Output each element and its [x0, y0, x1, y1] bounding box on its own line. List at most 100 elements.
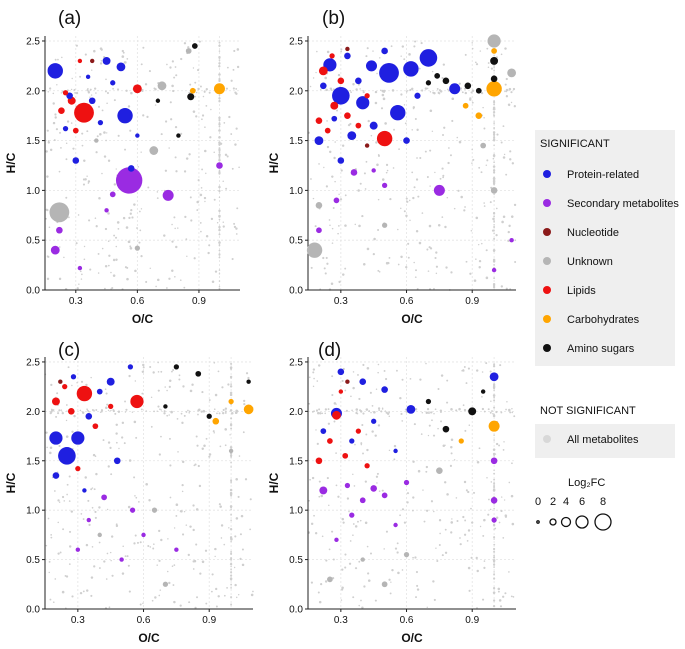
data-point [403, 552, 410, 558]
background-point [107, 441, 111, 444]
background-point [98, 541, 101, 544]
background-point [374, 599, 377, 602]
background-point [334, 180, 336, 183]
background-point [57, 58, 59, 61]
background-point [385, 530, 388, 533]
background-point [341, 144, 345, 147]
background-point [163, 410, 166, 413]
background-point [326, 120, 328, 122]
background-point [453, 459, 456, 461]
background-point [139, 210, 141, 213]
background-point [229, 527, 233, 531]
data-point [77, 58, 83, 64]
background-point [113, 234, 116, 237]
background-point [142, 363, 145, 367]
background-point [324, 272, 327, 275]
data-point [50, 245, 60, 255]
background-point [47, 255, 50, 258]
background-point [386, 169, 389, 172]
background-point [67, 366, 70, 369]
background-point [125, 408, 128, 411]
background-point [495, 207, 498, 210]
data-point [206, 413, 212, 419]
background-point [86, 130, 89, 133]
background-point [124, 555, 127, 558]
background-point [400, 412, 403, 416]
background-point [95, 472, 98, 476]
data-point [364, 143, 370, 148]
data-point [174, 547, 179, 552]
background-point [230, 417, 233, 420]
background-point [411, 129, 413, 131]
background-point [493, 472, 496, 475]
background-point [492, 138, 496, 142]
background-point [229, 385, 233, 388]
background-point [194, 606, 197, 610]
x-axis-title: O/C [401, 631, 423, 645]
background-point [506, 400, 508, 403]
background-point [493, 64, 495, 67]
background-point [224, 444, 227, 447]
background-point [331, 227, 334, 230]
background-point [101, 109, 104, 112]
background-point [405, 197, 408, 200]
background-point [181, 490, 184, 493]
background-point [470, 91, 473, 94]
background-point [416, 287, 419, 290]
background-point [85, 543, 89, 547]
background-point [493, 215, 495, 218]
background-point [94, 510, 97, 514]
background-point [229, 423, 233, 426]
background-point [50, 534, 53, 536]
significant-points [47, 43, 225, 271]
data-point [85, 412, 93, 420]
background-point [124, 411, 127, 413]
background-point [500, 411, 503, 414]
background-point [208, 453, 212, 456]
background-point [346, 497, 350, 500]
background-point [354, 525, 358, 528]
background-point [508, 571, 510, 573]
background-point [233, 225, 237, 229]
background-point [460, 195, 463, 199]
background-point [239, 533, 242, 536]
background-point [218, 141, 221, 144]
background-point [365, 55, 368, 58]
background-point [110, 409, 112, 412]
background-point [223, 121, 226, 124]
background-point [49, 148, 53, 152]
background-point [462, 515, 465, 519]
background-point [337, 224, 340, 227]
background-point [476, 607, 478, 609]
background-point [357, 189, 360, 192]
background-point [137, 166, 139, 168]
background-point [328, 150, 332, 154]
background-point [186, 255, 188, 258]
background-point [82, 183, 86, 186]
background-point [310, 522, 314, 526]
background-point [429, 109, 433, 113]
background-point [216, 412, 218, 415]
background-point [492, 217, 495, 221]
panel-label: (a) [58, 8, 81, 29]
background-point [493, 69, 495, 72]
background-point [126, 58, 129, 60]
background-point [87, 182, 90, 184]
background-point [493, 382, 495, 385]
background-point [65, 142, 68, 145]
background-point [504, 514, 508, 517]
background-point [230, 558, 233, 561]
background-point [52, 92, 55, 95]
background-point [493, 586, 495, 589]
background-point [433, 510, 435, 513]
background-point [471, 521, 474, 524]
background-point [408, 199, 411, 202]
background-point [414, 556, 417, 559]
background-point [57, 552, 60, 555]
background-point [375, 388, 378, 391]
background-point [222, 225, 225, 228]
background-point [362, 452, 364, 455]
data-point [52, 472, 60, 479]
data-point [381, 581, 388, 588]
background-point [401, 420, 404, 422]
